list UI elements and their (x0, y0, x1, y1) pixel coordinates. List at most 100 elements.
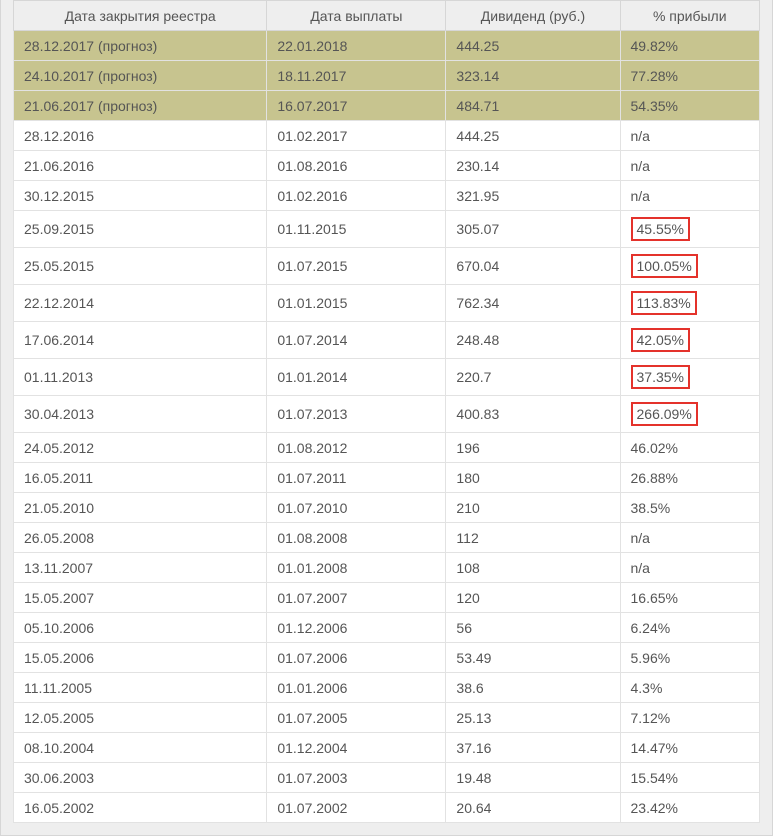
table-cell: 112 (446, 523, 620, 553)
table-row: 12.05.200501.07.200525.137.12% (14, 703, 760, 733)
table-cell: 01.02.2016 (267, 181, 446, 211)
table-cell: 16.07.2017 (267, 91, 446, 121)
table-cell: 15.05.2006 (14, 643, 267, 673)
dividend-table-wrapper: Дата закрытия реестра Дата выплаты Дивид… (0, 0, 773, 836)
table-cell: 21.05.2010 (14, 493, 267, 523)
table-cell: 01.12.2006 (267, 613, 446, 643)
table-cell: 21.06.2016 (14, 151, 267, 181)
table-cell: 01.12.2004 (267, 733, 446, 763)
table-cell: 77.28% (620, 61, 760, 91)
table-cell: 13.11.2007 (14, 553, 267, 583)
table-cell: 01.01.2008 (267, 553, 446, 583)
col-pay-date: Дата выплаты (267, 1, 446, 31)
col-dividend: Дивиденд (руб.) (446, 1, 620, 31)
table-cell: 01.07.2014 (267, 322, 446, 359)
table-row: 25.09.201501.11.2015305.0745.55% (14, 211, 760, 248)
table-cell: 30.04.2013 (14, 396, 267, 433)
table-cell: n/a (620, 151, 760, 181)
highlight-box: 266.09% (631, 402, 698, 426)
table-cell: 24.05.2012 (14, 433, 267, 463)
table-cell: n/a (620, 553, 760, 583)
table-row: 15.05.200701.07.200712016.65% (14, 583, 760, 613)
table-cell: 196 (446, 433, 620, 463)
table-cell: 01.07.2005 (267, 703, 446, 733)
table-row: 30.04.201301.07.2013400.83266.09% (14, 396, 760, 433)
table-row: 05.10.200601.12.2006566.24% (14, 613, 760, 643)
table-row: 16.05.200201.07.200220.6423.42% (14, 793, 760, 823)
table-cell: 49.82% (620, 31, 760, 61)
table-cell: 01.07.2002 (267, 793, 446, 823)
table-row: 30.12.201501.02.2016321.95n/a (14, 181, 760, 211)
table-cell: 45.55% (620, 211, 760, 248)
table-cell: 11.11.2005 (14, 673, 267, 703)
table-cell: 108 (446, 553, 620, 583)
table-cell: 46.02% (620, 433, 760, 463)
table-cell: 53.49 (446, 643, 620, 673)
table-cell: 30.06.2003 (14, 763, 267, 793)
highlight-box: 45.55% (631, 217, 690, 241)
table-cell: 56 (446, 613, 620, 643)
table-row: 25.05.201501.07.2015670.04100.05% (14, 248, 760, 285)
table-cell: 15.54% (620, 763, 760, 793)
table-cell: 18.11.2017 (267, 61, 446, 91)
table-cell: 210 (446, 493, 620, 523)
table-row: 11.11.200501.01.200638.64.3% (14, 673, 760, 703)
table-cell: 25.09.2015 (14, 211, 267, 248)
table-row: 24.05.201201.08.201219646.02% (14, 433, 760, 463)
table-cell: 230.14 (446, 151, 620, 181)
highlight-box: 42.05% (631, 328, 690, 352)
table-cell: 08.10.2004 (14, 733, 267, 763)
table-row: 13.11.200701.01.2008108n/a (14, 553, 760, 583)
table-cell: 19.48 (446, 763, 620, 793)
table-body: 28.12.2017 (прогноз)22.01.2018444.2549.8… (14, 31, 760, 823)
table-cell: 16.05.2002 (14, 793, 267, 823)
table-cell: 444.25 (446, 121, 620, 151)
table-cell: 16.65% (620, 583, 760, 613)
table-row: 15.05.200601.07.200653.495.96% (14, 643, 760, 673)
table-row: 26.05.200801.08.2008112n/a (14, 523, 760, 553)
table-cell: 400.83 (446, 396, 620, 433)
table-cell: 120 (446, 583, 620, 613)
highlight-box: 100.05% (631, 254, 698, 278)
col-profit-pct: % прибыли (620, 1, 760, 31)
table-cell: 23.42% (620, 793, 760, 823)
table-cell: 01.07.2007 (267, 583, 446, 613)
table-cell: n/a (620, 523, 760, 553)
table-cell: 26.88% (620, 463, 760, 493)
table-cell: 25.13 (446, 703, 620, 733)
table-cell: 37.35% (620, 359, 760, 396)
table-cell: 484.71 (446, 91, 620, 121)
table-cell: 6.24% (620, 613, 760, 643)
table-cell: 24.10.2017 (прогноз) (14, 61, 267, 91)
table-cell: 01.07.2011 (267, 463, 446, 493)
table-cell: 25.05.2015 (14, 248, 267, 285)
table-cell: n/a (620, 121, 760, 151)
table-cell: 01.01.2006 (267, 673, 446, 703)
table-cell: 7.12% (620, 703, 760, 733)
highlight-box: 113.83% (631, 291, 697, 315)
table-cell: 01.08.2008 (267, 523, 446, 553)
table-cell: 54.35% (620, 91, 760, 121)
table-cell: 01.07.2003 (267, 763, 446, 793)
table-cell: 28.12.2016 (14, 121, 267, 151)
table-cell: 220.7 (446, 359, 620, 396)
table-cell: 20.64 (446, 793, 620, 823)
table-row: 22.12.201401.01.2015762.34113.83% (14, 285, 760, 322)
table-cell: 22.12.2014 (14, 285, 267, 322)
table-cell: 01.07.2015 (267, 248, 446, 285)
table-cell: 15.05.2007 (14, 583, 267, 613)
table-cell: 42.05% (620, 322, 760, 359)
table-cell: 01.08.2016 (267, 151, 446, 181)
table-header: Дата закрытия реестра Дата выплаты Дивид… (14, 1, 760, 31)
table-cell: 5.96% (620, 643, 760, 673)
table-cell: 28.12.2017 (прогноз) (14, 31, 267, 61)
table-cell: 37.16 (446, 733, 620, 763)
table-cell: 248.48 (446, 322, 620, 359)
table-cell: 01.02.2017 (267, 121, 446, 151)
table-cell: 16.05.2011 (14, 463, 267, 493)
table-row: 21.06.2017 (прогноз)16.07.2017484.7154.3… (14, 91, 760, 121)
table-cell: 100.05% (620, 248, 760, 285)
table-cell: 26.05.2008 (14, 523, 267, 553)
table-row: 28.12.201601.02.2017444.25n/a (14, 121, 760, 151)
table-row: 01.11.201301.01.2014220.737.35% (14, 359, 760, 396)
